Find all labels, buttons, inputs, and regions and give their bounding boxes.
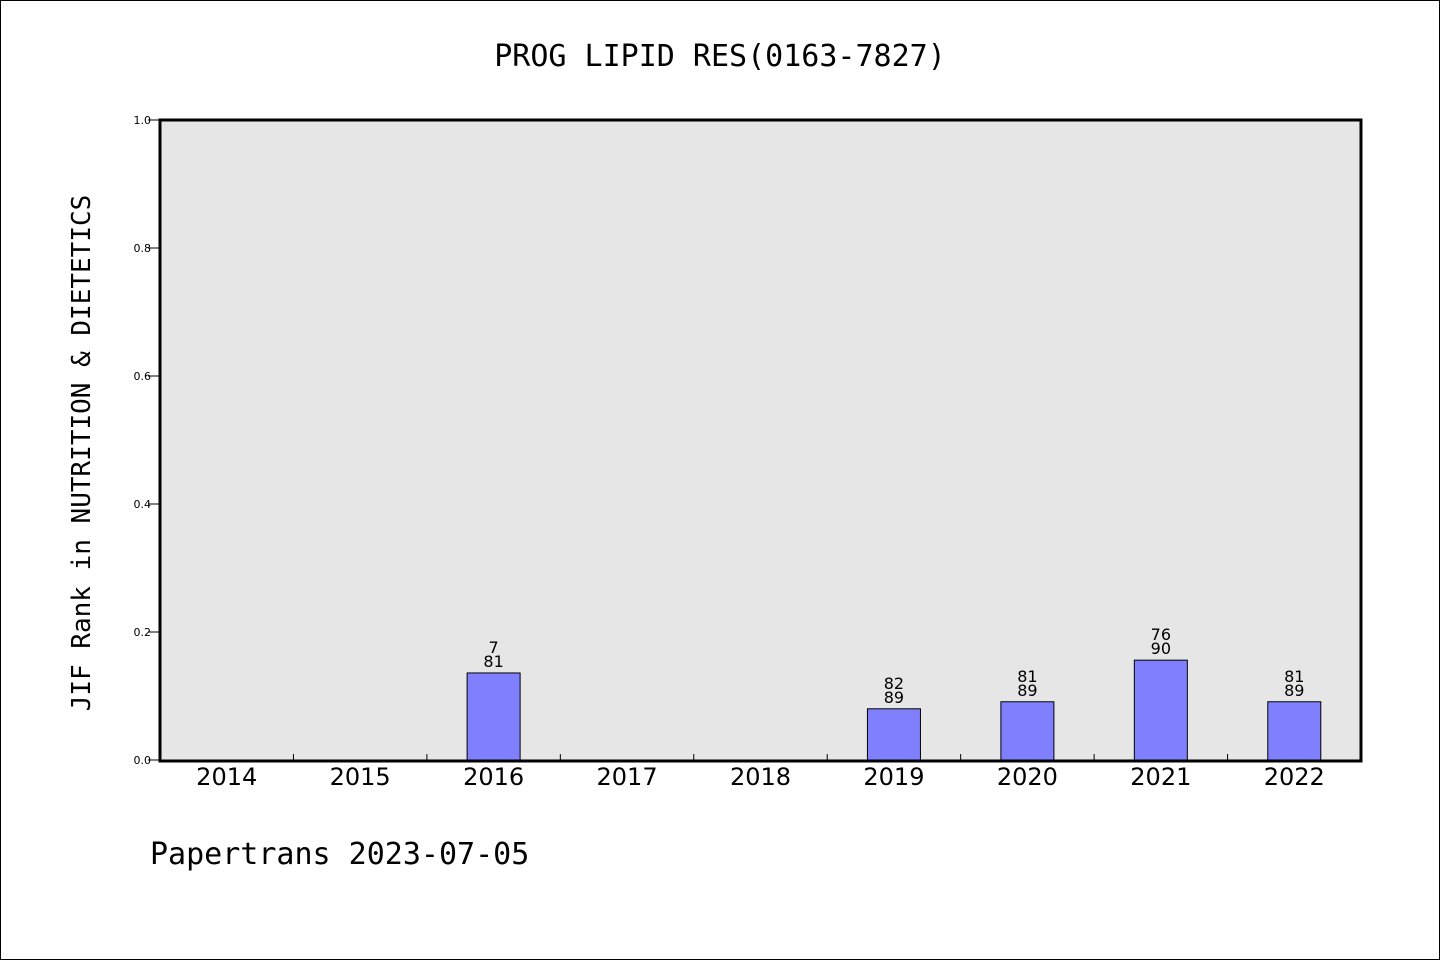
x-tick-label: 2018 — [730, 763, 791, 791]
y-tick-label: 0.0 — [134, 754, 152, 767]
bar-rank-label: 81 — [1017, 667, 1037, 686]
bar-total-label: 89 — [884, 688, 904, 707]
bar-2022 — [1267, 701, 1322, 761]
x-axis: 2014 2015 2016 2017 2018 2019 2020 2021 2022 — [196, 754, 1325, 791]
bar-series — [466, 659, 1322, 761]
x-tick-label: 2020 — [997, 763, 1058, 791]
y-tick-label: 0.6 — [134, 370, 152, 383]
footer-stamp: Papertrans 2023-07-05 — [150, 837, 529, 872]
bar-total-label: 89 — [1017, 681, 1037, 700]
bar-rank-label: 81 — [1284, 667, 1304, 686]
bar-rank-label: 82 — [884, 674, 904, 693]
plot-area — [158, 118, 1363, 763]
bar-total-label: 89 — [1284, 681, 1304, 700]
x-tick-label: 2019 — [863, 763, 924, 791]
x-tick-label: 2016 — [463, 763, 524, 791]
bar-2020 — [1000, 701, 1055, 761]
x-tick-label: 2022 — [1264, 763, 1325, 791]
bar-rank-label: 76 — [1151, 625, 1171, 644]
bar-2021 — [1133, 659, 1188, 761]
bar-2019 — [866, 708, 921, 761]
x-tick-label: 2021 — [1130, 763, 1191, 791]
y-tick-label: 0.4 — [134, 498, 152, 511]
y-tick-label: 1.0 — [134, 114, 152, 127]
x-tick-label: 2015 — [330, 763, 391, 791]
y-axis: 0.0 0.2 0.4 0.6 0.8 1.0 — [134, 114, 160, 767]
bar-2016 — [466, 672, 521, 761]
chart-title: PROG LIPID RES(0163-7827) — [494, 39, 946, 74]
x-tick-label: 2014 — [196, 763, 257, 791]
x-tick-label: 2017 — [597, 763, 658, 791]
bar-total-label: 81 — [483, 652, 503, 671]
y-axis-label: JIF Rank in NUTRITION & DIETETICS — [67, 195, 97, 712]
y-tick-label: 0.8 — [134, 242, 152, 255]
y-tick-label: 0.2 — [134, 626, 152, 639]
bar-rank-label: 7 — [489, 638, 499, 657]
bar-total-label: 90 — [1151, 639, 1171, 658]
